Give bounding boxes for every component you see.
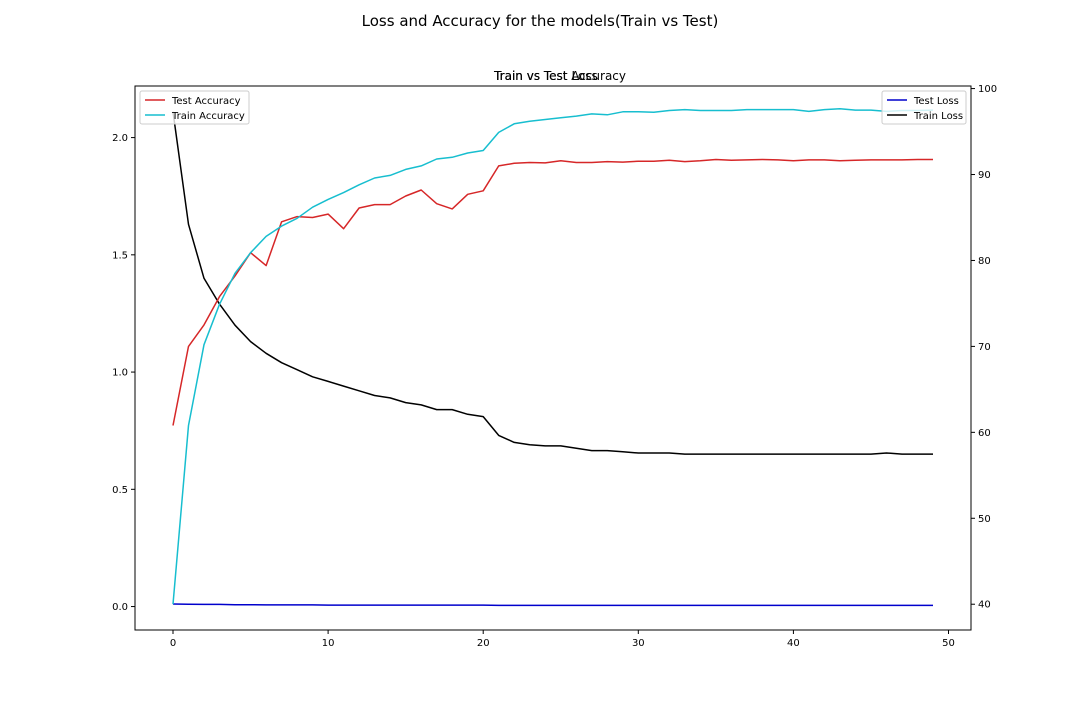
right-y-tick-label: 70 — [978, 342, 991, 353]
x-tick-label: 40 — [787, 638, 800, 649]
right-y-axis: 40 50 60 70 80 90 100 — [971, 84, 997, 611]
plot-lines — [172, 108, 934, 607]
axes-title-accuracy: Train vs Test Accuracy — [493, 69, 626, 83]
right-y-tick-label: 80 — [978, 256, 991, 267]
legend-left-box — [139, 90, 250, 125]
legend-train-loss-label: Train Loss — [913, 111, 963, 122]
x-tick-label: 10 — [322, 638, 335, 649]
left-y-tick-label: 1.0 — [112, 368, 128, 379]
legend-train-accuracy-label: Train Accuracy — [171, 111, 245, 122]
x-tick-label: 30 — [632, 638, 645, 649]
right-y-tick-label: 90 — [978, 170, 991, 181]
left-y-tick-label: 2.0 — [112, 133, 128, 144]
axes-title-loss: Train vs Test Loss — [493, 69, 598, 83]
legend-test-loss-label: Test Loss — [913, 96, 959, 107]
legend-left: Test Accuracy Train Accuracy — [139, 90, 250, 125]
x-axis: 0 10 20 30 40 50 — [170, 630, 955, 649]
legend-test-accuracy-label: Test Accuracy — [171, 96, 241, 107]
left-y-axis: 0.0 0.5 1.0 1.5 2.0 — [112, 133, 135, 613]
series-line-train-accuracy — [172, 108, 934, 605]
right-y-tick-label: 50 — [978, 514, 991, 525]
right-y-tick-label: 40 — [978, 600, 991, 611]
series-line-test-loss — [172, 603, 933, 607]
right-y-tick-label: 60 — [978, 428, 991, 439]
figure-suptitle: Loss and Accuracy for the models(Train v… — [362, 12, 719, 30]
right-y-tick-label: 100 — [978, 84, 997, 95]
x-tick-label: 20 — [477, 638, 490, 649]
axes-frame — [134, 85, 972, 631]
x-tick-label: 50 — [942, 638, 955, 649]
series-line-test-accuracy — [172, 158, 933, 426]
legend-right: Test Loss Train Loss — [881, 90, 967, 125]
x-tick-label: 0 — [170, 638, 176, 649]
series-line-train-loss — [172, 111, 933, 455]
left-y-tick-label: 0.0 — [112, 602, 128, 613]
left-y-tick-label: 1.5 — [112, 250, 128, 261]
left-y-tick-label: 0.5 — [112, 485, 128, 496]
